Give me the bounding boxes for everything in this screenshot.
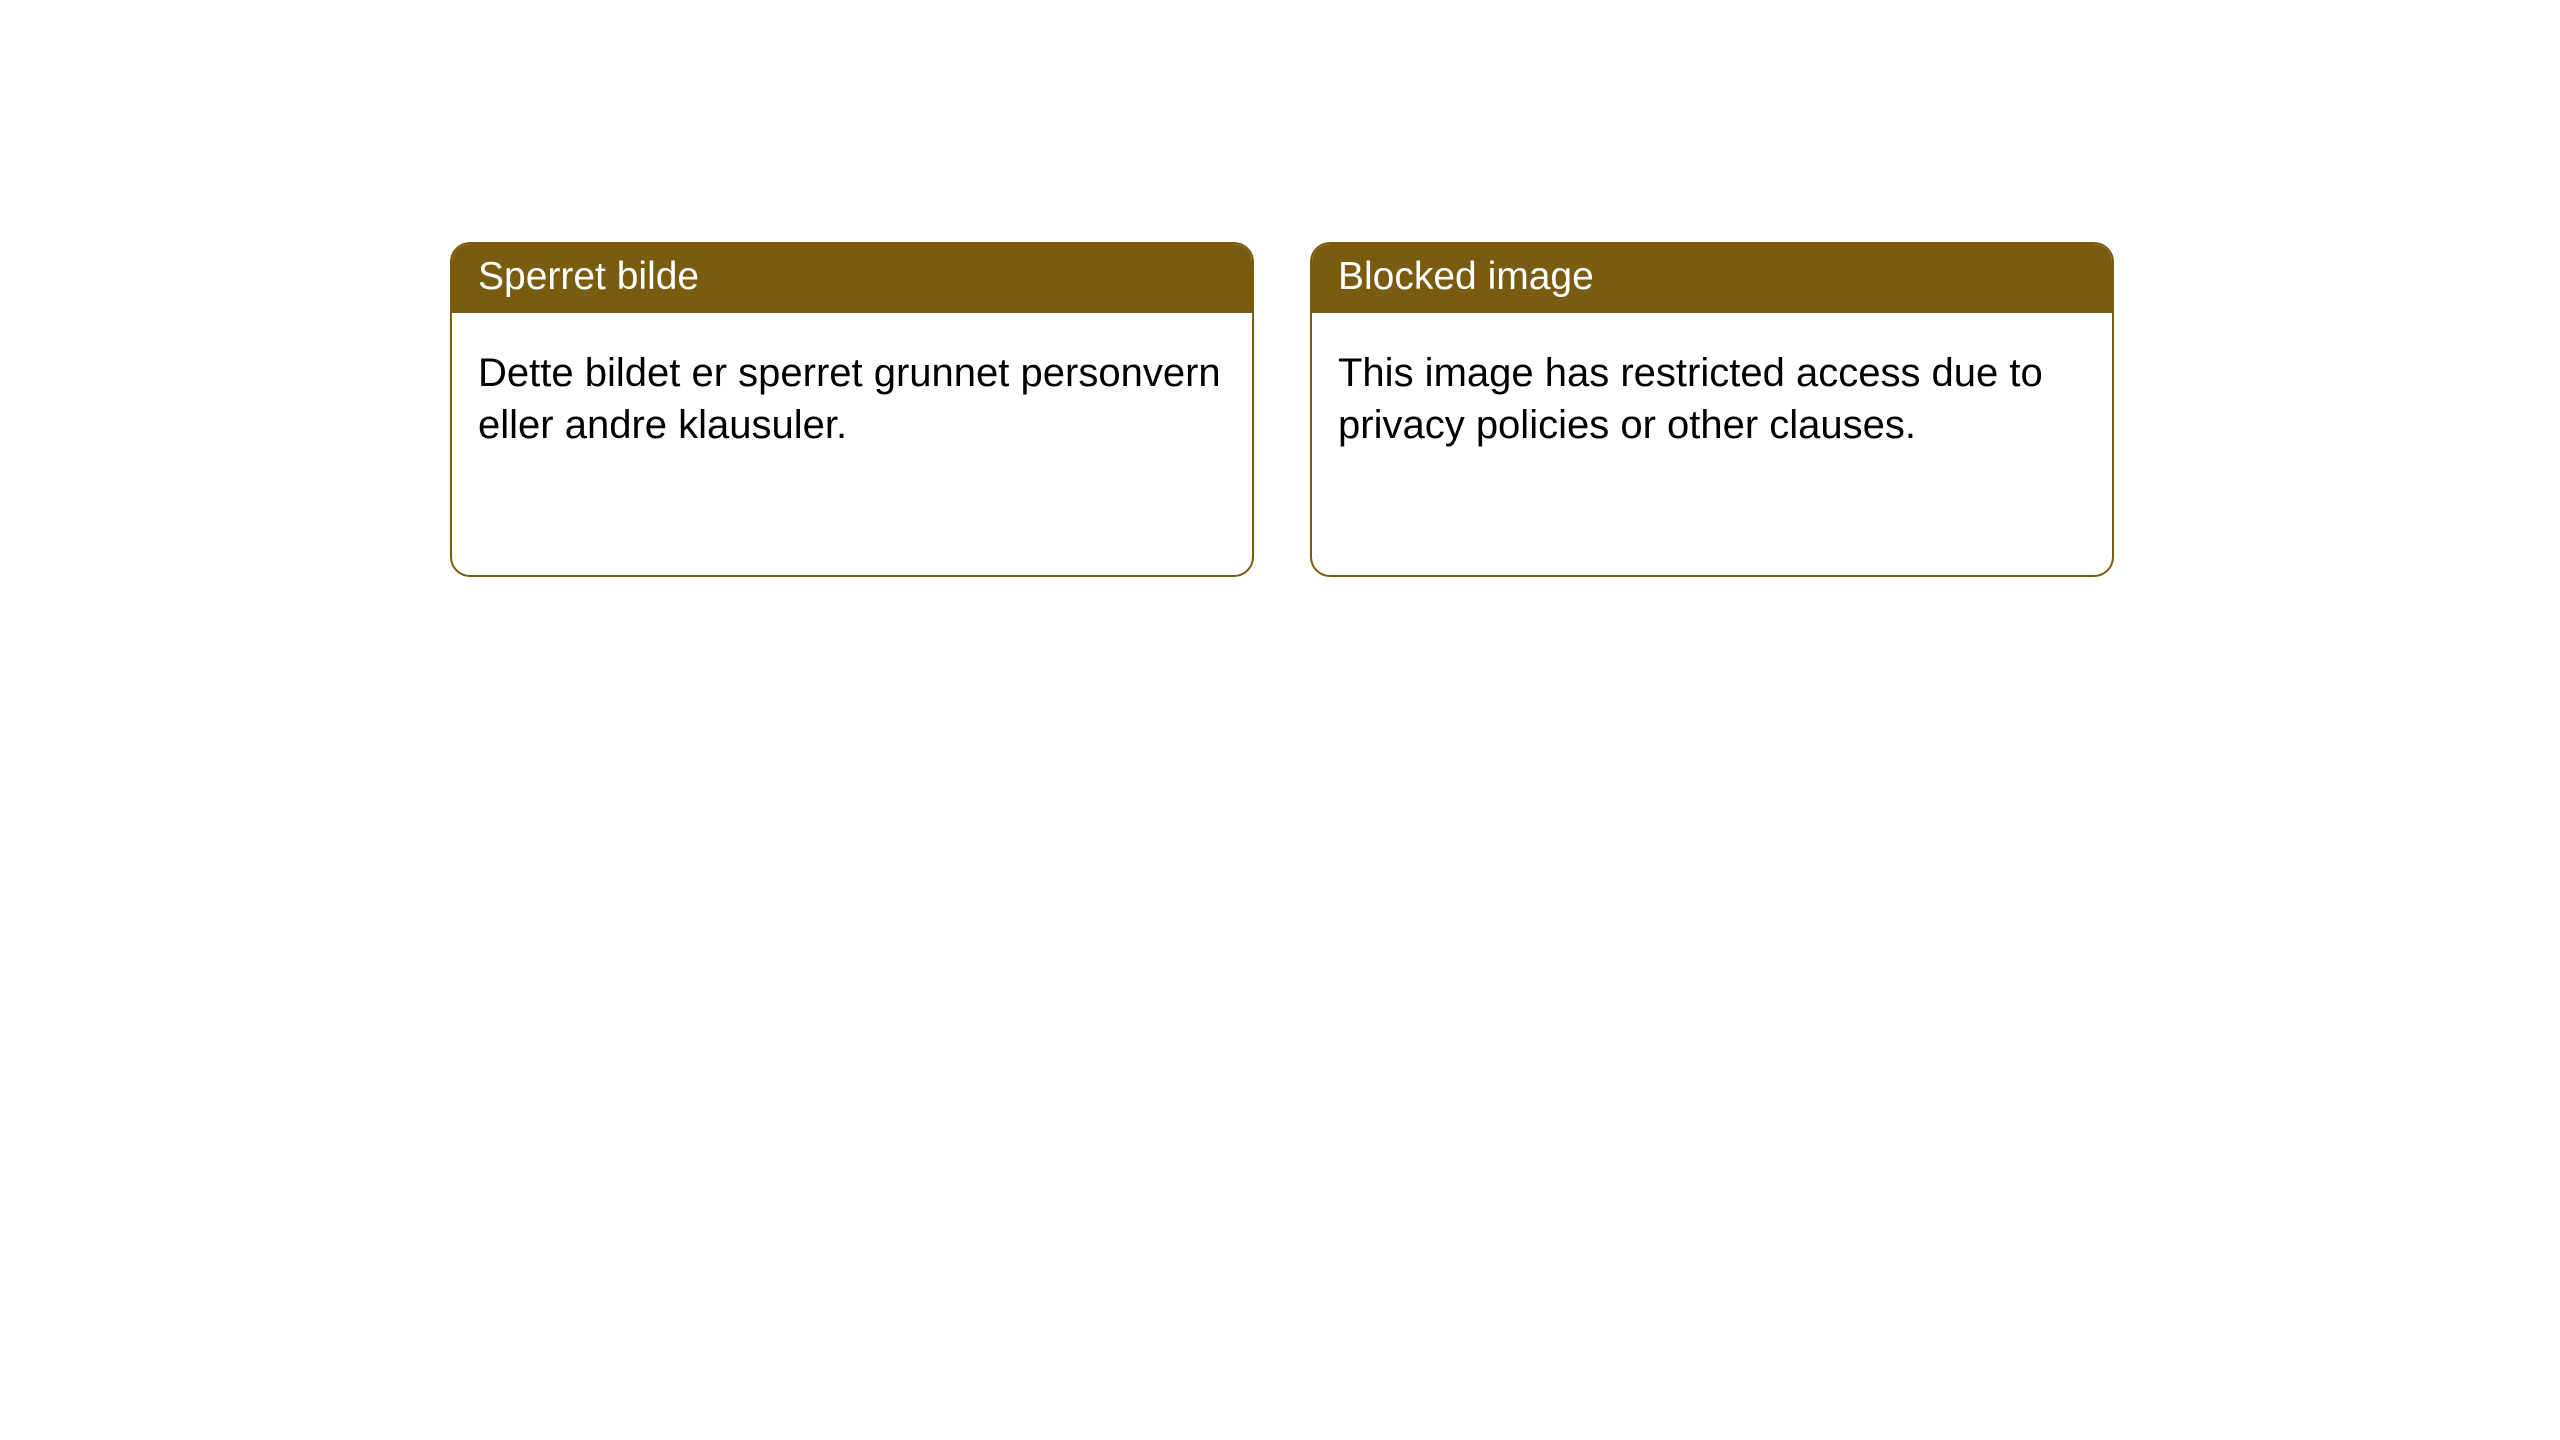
notice-container: Sperret bilde Dette bildet er sperret gr… (0, 0, 2560, 577)
notice-header: Blocked image (1312, 244, 2112, 313)
notice-body: This image has restricted access due to … (1312, 313, 2112, 485)
notice-card-english: Blocked image This image has restricted … (1310, 242, 2114, 577)
notice-header: Sperret bilde (452, 244, 1252, 313)
notice-body: Dette bildet er sperret grunnet personve… (452, 313, 1252, 485)
notice-card-norwegian: Sperret bilde Dette bildet er sperret gr… (450, 242, 1254, 577)
